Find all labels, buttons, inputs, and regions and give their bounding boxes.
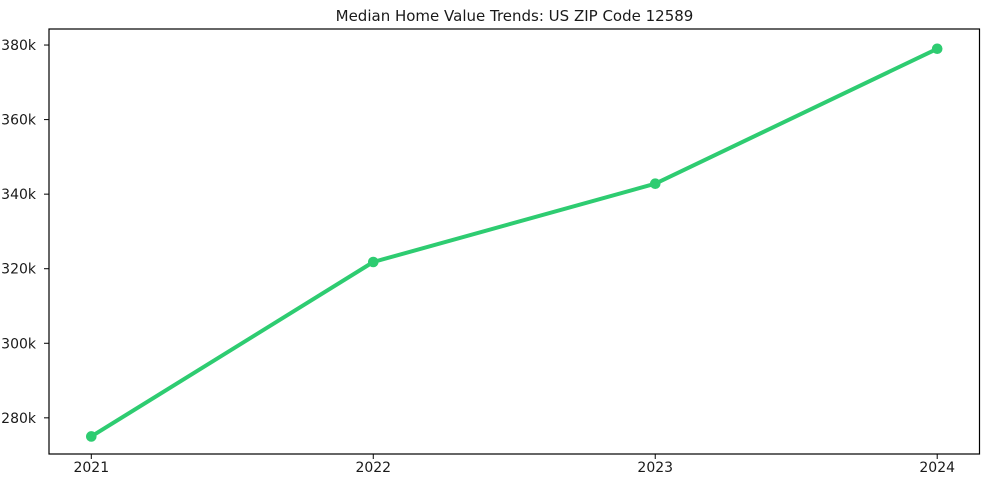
- plot-border: [48, 28, 981, 455]
- data-point-marker: [649, 178, 661, 190]
- x-tick-label: 2022: [355, 460, 391, 476]
- y-tick-label: $380k: [0, 38, 37, 54]
- x-tick-label: 2021: [73, 460, 109, 476]
- data-point-marker: [367, 256, 379, 268]
- data-point-marker: [85, 431, 97, 442]
- y-tick-label: $280k: [0, 411, 37, 427]
- trend-line: [89, 46, 940, 439]
- x-tick-label: 2023: [637, 460, 673, 476]
- chart-title: Median Home Value Trends: US ZIP Code 12…: [335, 7, 694, 25]
- y-tick-label: $360k: [0, 113, 37, 129]
- y-tick-label: $300k: [0, 336, 37, 352]
- y-tick-label: $340k: [0, 187, 37, 203]
- y-tick-label: $320k: [0, 262, 37, 278]
- data-point-marker: [931, 43, 943, 55]
- x-tick-label: 2024: [919, 460, 955, 476]
